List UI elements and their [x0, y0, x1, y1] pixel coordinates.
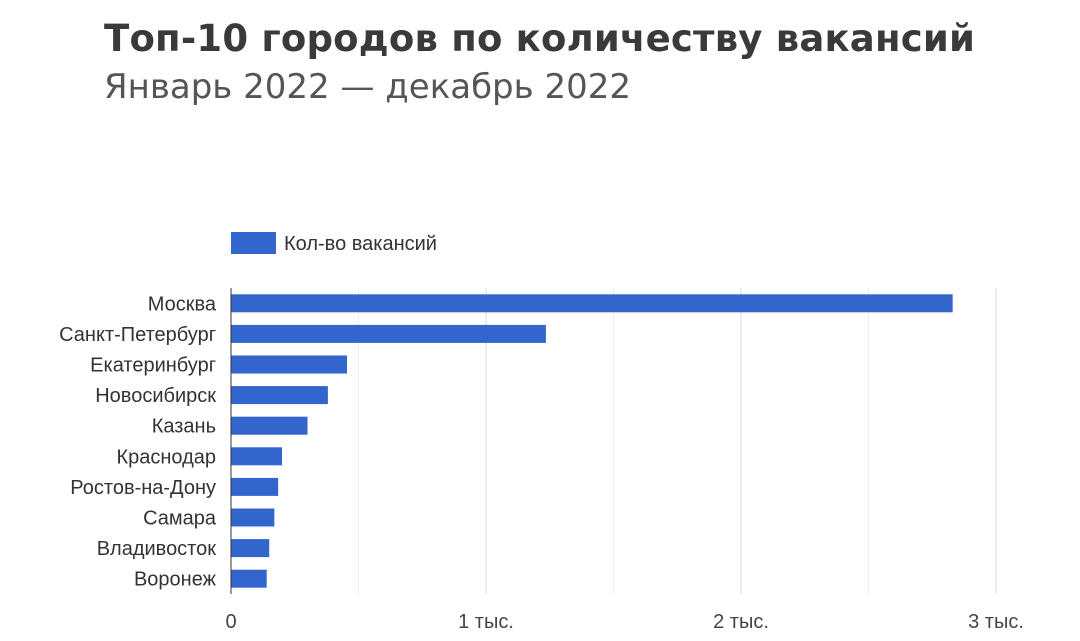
bar [231, 447, 282, 466]
category-label: Ростов-на-Дону [70, 477, 216, 499]
category-label: Екатеринбург [90, 355, 216, 377]
bar [231, 294, 953, 313]
category-label: Санкт-Петербург [59, 324, 216, 346]
chart-title: Топ-10 городов по количеству вакансий [104, 17, 976, 60]
category-label: Новосибирск [95, 385, 216, 407]
legend-label: Кол-во вакансий [284, 233, 437, 255]
category-label: Самара [143, 508, 217, 530]
category-labels: Москва Санкт-Петербург Екатеринбург Новосиб… [59, 293, 217, 590]
category-label: Казань [152, 416, 216, 438]
chart-subtitle: Январь 2022 — декабрь 2022 [104, 67, 632, 107]
chart-header: Топ-10 городов по количеству вакансий Ян… [104, 14, 1064, 110]
category-label: Москва [148, 293, 217, 315]
bar [231, 539, 270, 558]
bars [231, 294, 953, 588]
x-tick-label: 0 [225, 611, 236, 633]
legend: Кол-во вакансий [231, 232, 437, 255]
legend-swatch [231, 232, 276, 254]
x-tick-label: 2 тыс. [713, 611, 769, 633]
category-label: Воронеж [134, 569, 217, 591]
bar [231, 416, 308, 435]
bar [231, 324, 546, 343]
bar [231, 355, 348, 374]
bar [231, 508, 275, 527]
bar [231, 386, 328, 405]
bar [231, 569, 267, 588]
category-label: Владивосток [97, 538, 217, 560]
category-label: Краснодар [116, 446, 216, 468]
x-tick-labels: 0 1 тыс. 2 тыс. 3 тыс. [225, 611, 1023, 633]
x-tick-label: 3 тыс. [968, 611, 1024, 633]
x-tick-label: 1 тыс. [458, 611, 514, 633]
bar [231, 477, 279, 496]
